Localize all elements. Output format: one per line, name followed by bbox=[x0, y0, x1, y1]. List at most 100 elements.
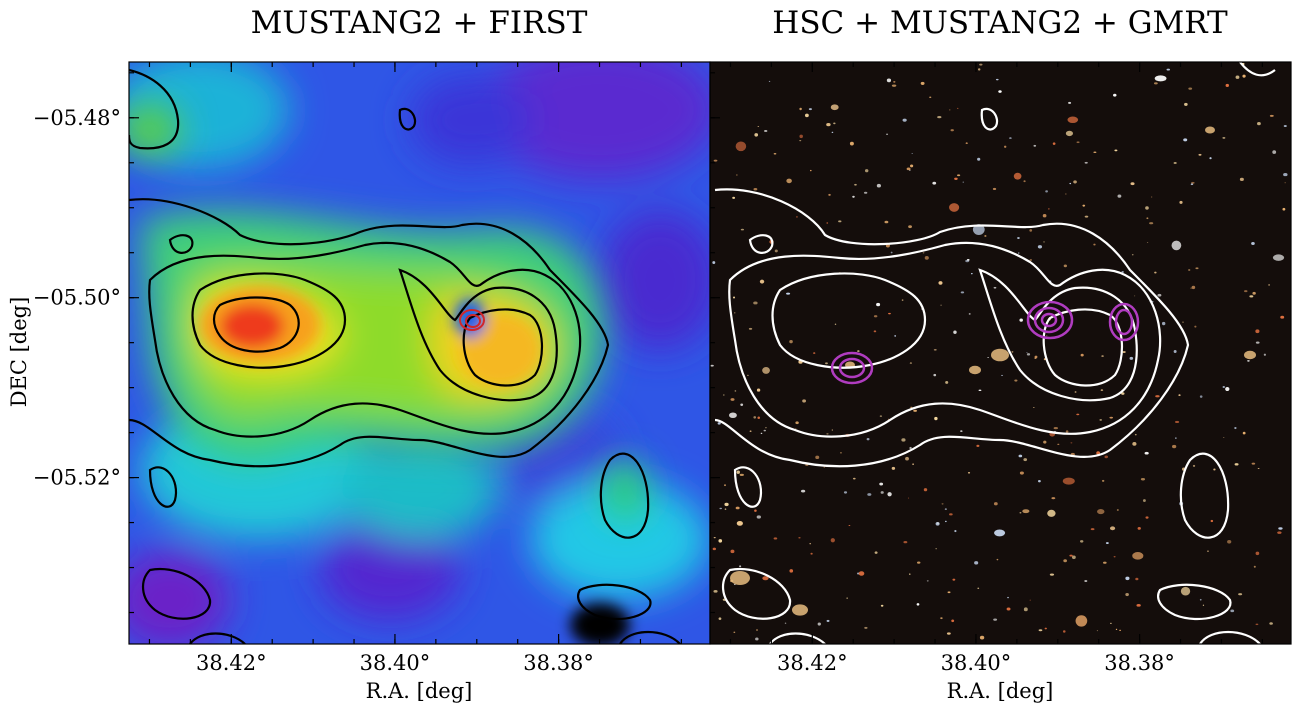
galaxy bbox=[739, 473, 744, 477]
galaxy bbox=[1006, 607, 1011, 611]
galaxy bbox=[802, 399, 806, 403]
galaxy bbox=[924, 255, 929, 260]
galaxy bbox=[823, 466, 825, 468]
galaxy bbox=[843, 491, 848, 494]
galaxy bbox=[1255, 623, 1259, 626]
galaxy bbox=[1109, 416, 1114, 419]
galaxy bbox=[804, 113, 809, 118]
galaxy bbox=[1195, 267, 1199, 270]
galaxy bbox=[749, 430, 752, 432]
galaxy bbox=[756, 629, 758, 631]
galaxy bbox=[926, 580, 929, 582]
galaxy bbox=[1116, 509, 1119, 511]
galaxy bbox=[901, 438, 906, 442]
galaxy bbox=[1014, 379, 1018, 382]
galaxy bbox=[1099, 418, 1103, 421]
y-tick-label: −05.48° bbox=[33, 106, 121, 130]
galaxy bbox=[748, 327, 753, 330]
galaxy bbox=[1140, 478, 1146, 481]
galaxy bbox=[834, 323, 837, 325]
galaxy bbox=[1175, 437, 1177, 439]
galaxy bbox=[1183, 138, 1188, 142]
galaxy bbox=[729, 412, 737, 419]
galaxy bbox=[800, 489, 806, 493]
galaxy bbox=[826, 433, 829, 435]
galaxy bbox=[1019, 471, 1024, 475]
galaxy bbox=[740, 403, 744, 406]
galaxy bbox=[966, 259, 970, 261]
galaxy bbox=[1080, 353, 1084, 357]
galaxy bbox=[902, 118, 907, 122]
galaxy bbox=[763, 429, 766, 432]
galaxy bbox=[1132, 441, 1137, 446]
galaxy bbox=[1247, 360, 1250, 362]
galaxy bbox=[864, 626, 868, 629]
galaxy bbox=[1110, 622, 1112, 625]
galaxy bbox=[967, 472, 971, 474]
galaxy bbox=[857, 350, 860, 352]
ylabel: DEC [deg] bbox=[7, 297, 31, 408]
galaxy bbox=[1161, 321, 1166, 326]
galaxy bbox=[906, 167, 911, 171]
galaxy bbox=[825, 362, 828, 365]
galaxy bbox=[1146, 242, 1149, 244]
galaxy bbox=[1249, 295, 1254, 298]
galaxy bbox=[993, 286, 997, 289]
galaxy bbox=[954, 529, 957, 533]
left-panel-heatmap bbox=[129, 62, 710, 644]
galaxy bbox=[1029, 259, 1033, 261]
galaxy bbox=[888, 312, 891, 315]
galaxy bbox=[901, 299, 904, 301]
galaxy bbox=[913, 409, 917, 412]
galaxy bbox=[833, 122, 836, 125]
galaxy bbox=[1053, 427, 1058, 430]
galaxy bbox=[1043, 241, 1045, 243]
galaxy bbox=[1084, 215, 1089, 218]
galaxy bbox=[754, 133, 759, 137]
galaxy bbox=[718, 617, 722, 620]
galaxy bbox=[944, 508, 947, 511]
galaxy bbox=[1023, 607, 1028, 612]
galaxy bbox=[1188, 269, 1191, 271]
galaxy bbox=[1157, 293, 1162, 297]
galaxy bbox=[1222, 136, 1226, 139]
galaxy bbox=[935, 521, 940, 526]
galaxy bbox=[1263, 353, 1266, 356]
galaxy bbox=[1135, 577, 1139, 581]
galaxy bbox=[993, 502, 998, 506]
galaxy bbox=[760, 432, 763, 435]
galaxy bbox=[1103, 561, 1107, 564]
galaxy bbox=[762, 576, 769, 581]
galaxy bbox=[1255, 341, 1260, 344]
galaxy bbox=[907, 497, 910, 499]
galaxy bbox=[1225, 386, 1230, 392]
galaxy bbox=[712, 261, 716, 264]
galaxy bbox=[1272, 254, 1285, 261]
galaxy bbox=[1131, 254, 1134, 256]
galaxy bbox=[773, 152, 777, 155]
galaxy bbox=[949, 513, 953, 516]
galaxy bbox=[830, 104, 839, 111]
galaxy bbox=[757, 126, 760, 128]
galaxy bbox=[957, 174, 961, 177]
galaxy bbox=[1026, 351, 1028, 353]
galaxy bbox=[724, 484, 726, 487]
galaxy bbox=[732, 296, 736, 299]
galaxy bbox=[1047, 509, 1056, 517]
galaxy bbox=[1071, 555, 1076, 560]
galaxy bbox=[854, 183, 857, 186]
galaxy bbox=[972, 224, 985, 236]
galaxy bbox=[849, 141, 854, 146]
galaxy bbox=[830, 538, 835, 543]
galaxy bbox=[1051, 497, 1056, 500]
galaxy bbox=[795, 427, 797, 429]
galaxy bbox=[1054, 430, 1056, 432]
galaxy bbox=[810, 169, 812, 172]
galaxy bbox=[1042, 213, 1047, 218]
galaxy bbox=[933, 373, 937, 377]
galaxy bbox=[757, 416, 761, 420]
galaxy bbox=[1251, 462, 1256, 465]
galaxy bbox=[867, 493, 872, 496]
galaxy bbox=[735, 506, 740, 510]
galaxy bbox=[1146, 217, 1149, 220]
